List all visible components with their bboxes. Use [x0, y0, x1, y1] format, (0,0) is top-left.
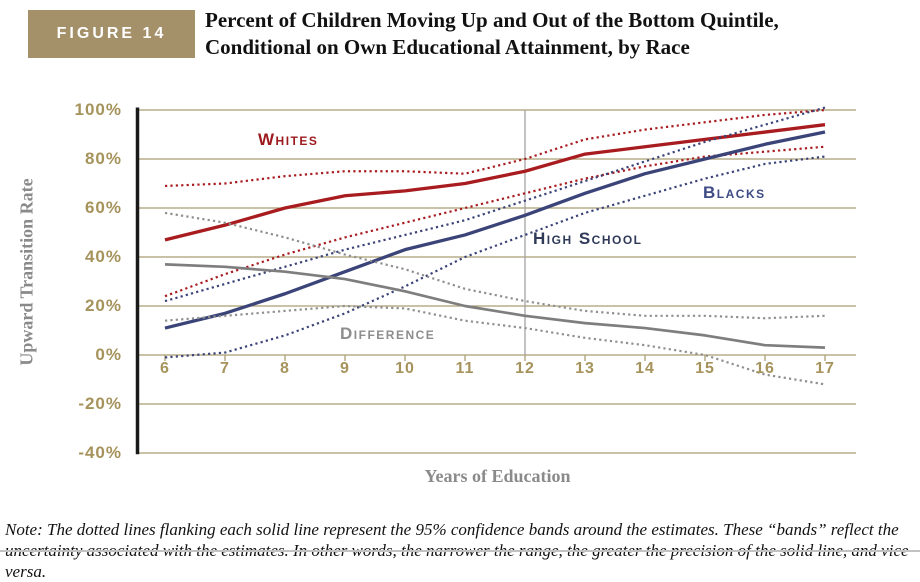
figure-title-line1: Percent of Children Moving Up and Out of… [205, 8, 779, 32]
series-label-difference: Difference [340, 324, 436, 343]
figure-title: Percent of Children Moving Up and Out of… [205, 7, 905, 61]
y-tick-label--40%: -40% [78, 443, 122, 462]
series-label-blacks: Blacks [703, 183, 766, 202]
x-tick-label-11: 11 [455, 360, 475, 377]
x-tick-label-12: 12 [515, 360, 535, 377]
series-blacks [164, 130, 826, 330]
x-axis-title: Years of Education [424, 466, 571, 486]
y-axis-title: Upward Transition Rate [16, 178, 37, 366]
figure-note-line1: Note: The dotted lines flanking each sol… [5, 520, 899, 539]
series-label-whites: Whites [258, 130, 319, 149]
figure-title-line2: Conditional on Own Educational Attainmen… [205, 35, 690, 59]
x-tick-label-16: 16 [755, 360, 775, 377]
x-tick-label-6: 6 [160, 360, 170, 377]
series-difference-95-ci-upper [164, 211, 826, 320]
x-tick-label-15: 15 [695, 360, 715, 377]
x-tick-label-8: 8 [280, 360, 290, 377]
figure-badge-label: FIGURE 14 [56, 25, 167, 42]
figure-14-page: FIGURE 14 Percent of Children Moving Up … [0, 7, 920, 581]
chart-canvas [135, 106, 856, 455]
x-tick-label-10: 10 [395, 360, 415, 377]
series-difference [164, 263, 826, 349]
figure-page: { "header": { "figure_label": "FIGURE 14… [0, 7, 920, 581]
x-tick-label-13: 13 [575, 360, 595, 377]
figure-badge: FIGURE 14 [28, 10, 195, 58]
figure-note-line2: uncertainty associated with the estimate… [5, 541, 909, 581]
y-tick-label-100%: 100% [74, 100, 122, 119]
x-tick-label-7: 7 [220, 360, 230, 377]
x-tick-label-17: 17 [815, 360, 835, 377]
x-tick-label-14: 14 [635, 360, 655, 377]
y-tick-label-0%: 0% [95, 345, 122, 364]
y-tick-label-40%: 40% [84, 247, 122, 266]
series-whites-95-ci-upper [164, 108, 826, 188]
y-tick-label--20%: -20% [78, 394, 122, 413]
x-tick-label-9: 9 [340, 360, 350, 377]
series-blacks-95-ci-lower [164, 155, 826, 359]
y-tick-label-60%: 60% [84, 198, 122, 217]
y-tick-label-80%: 80% [84, 149, 122, 168]
series-label-high-school: High School [533, 229, 643, 248]
bottom-rule [0, 550, 920, 552]
y-tick-label-20%: 20% [84, 296, 122, 315]
